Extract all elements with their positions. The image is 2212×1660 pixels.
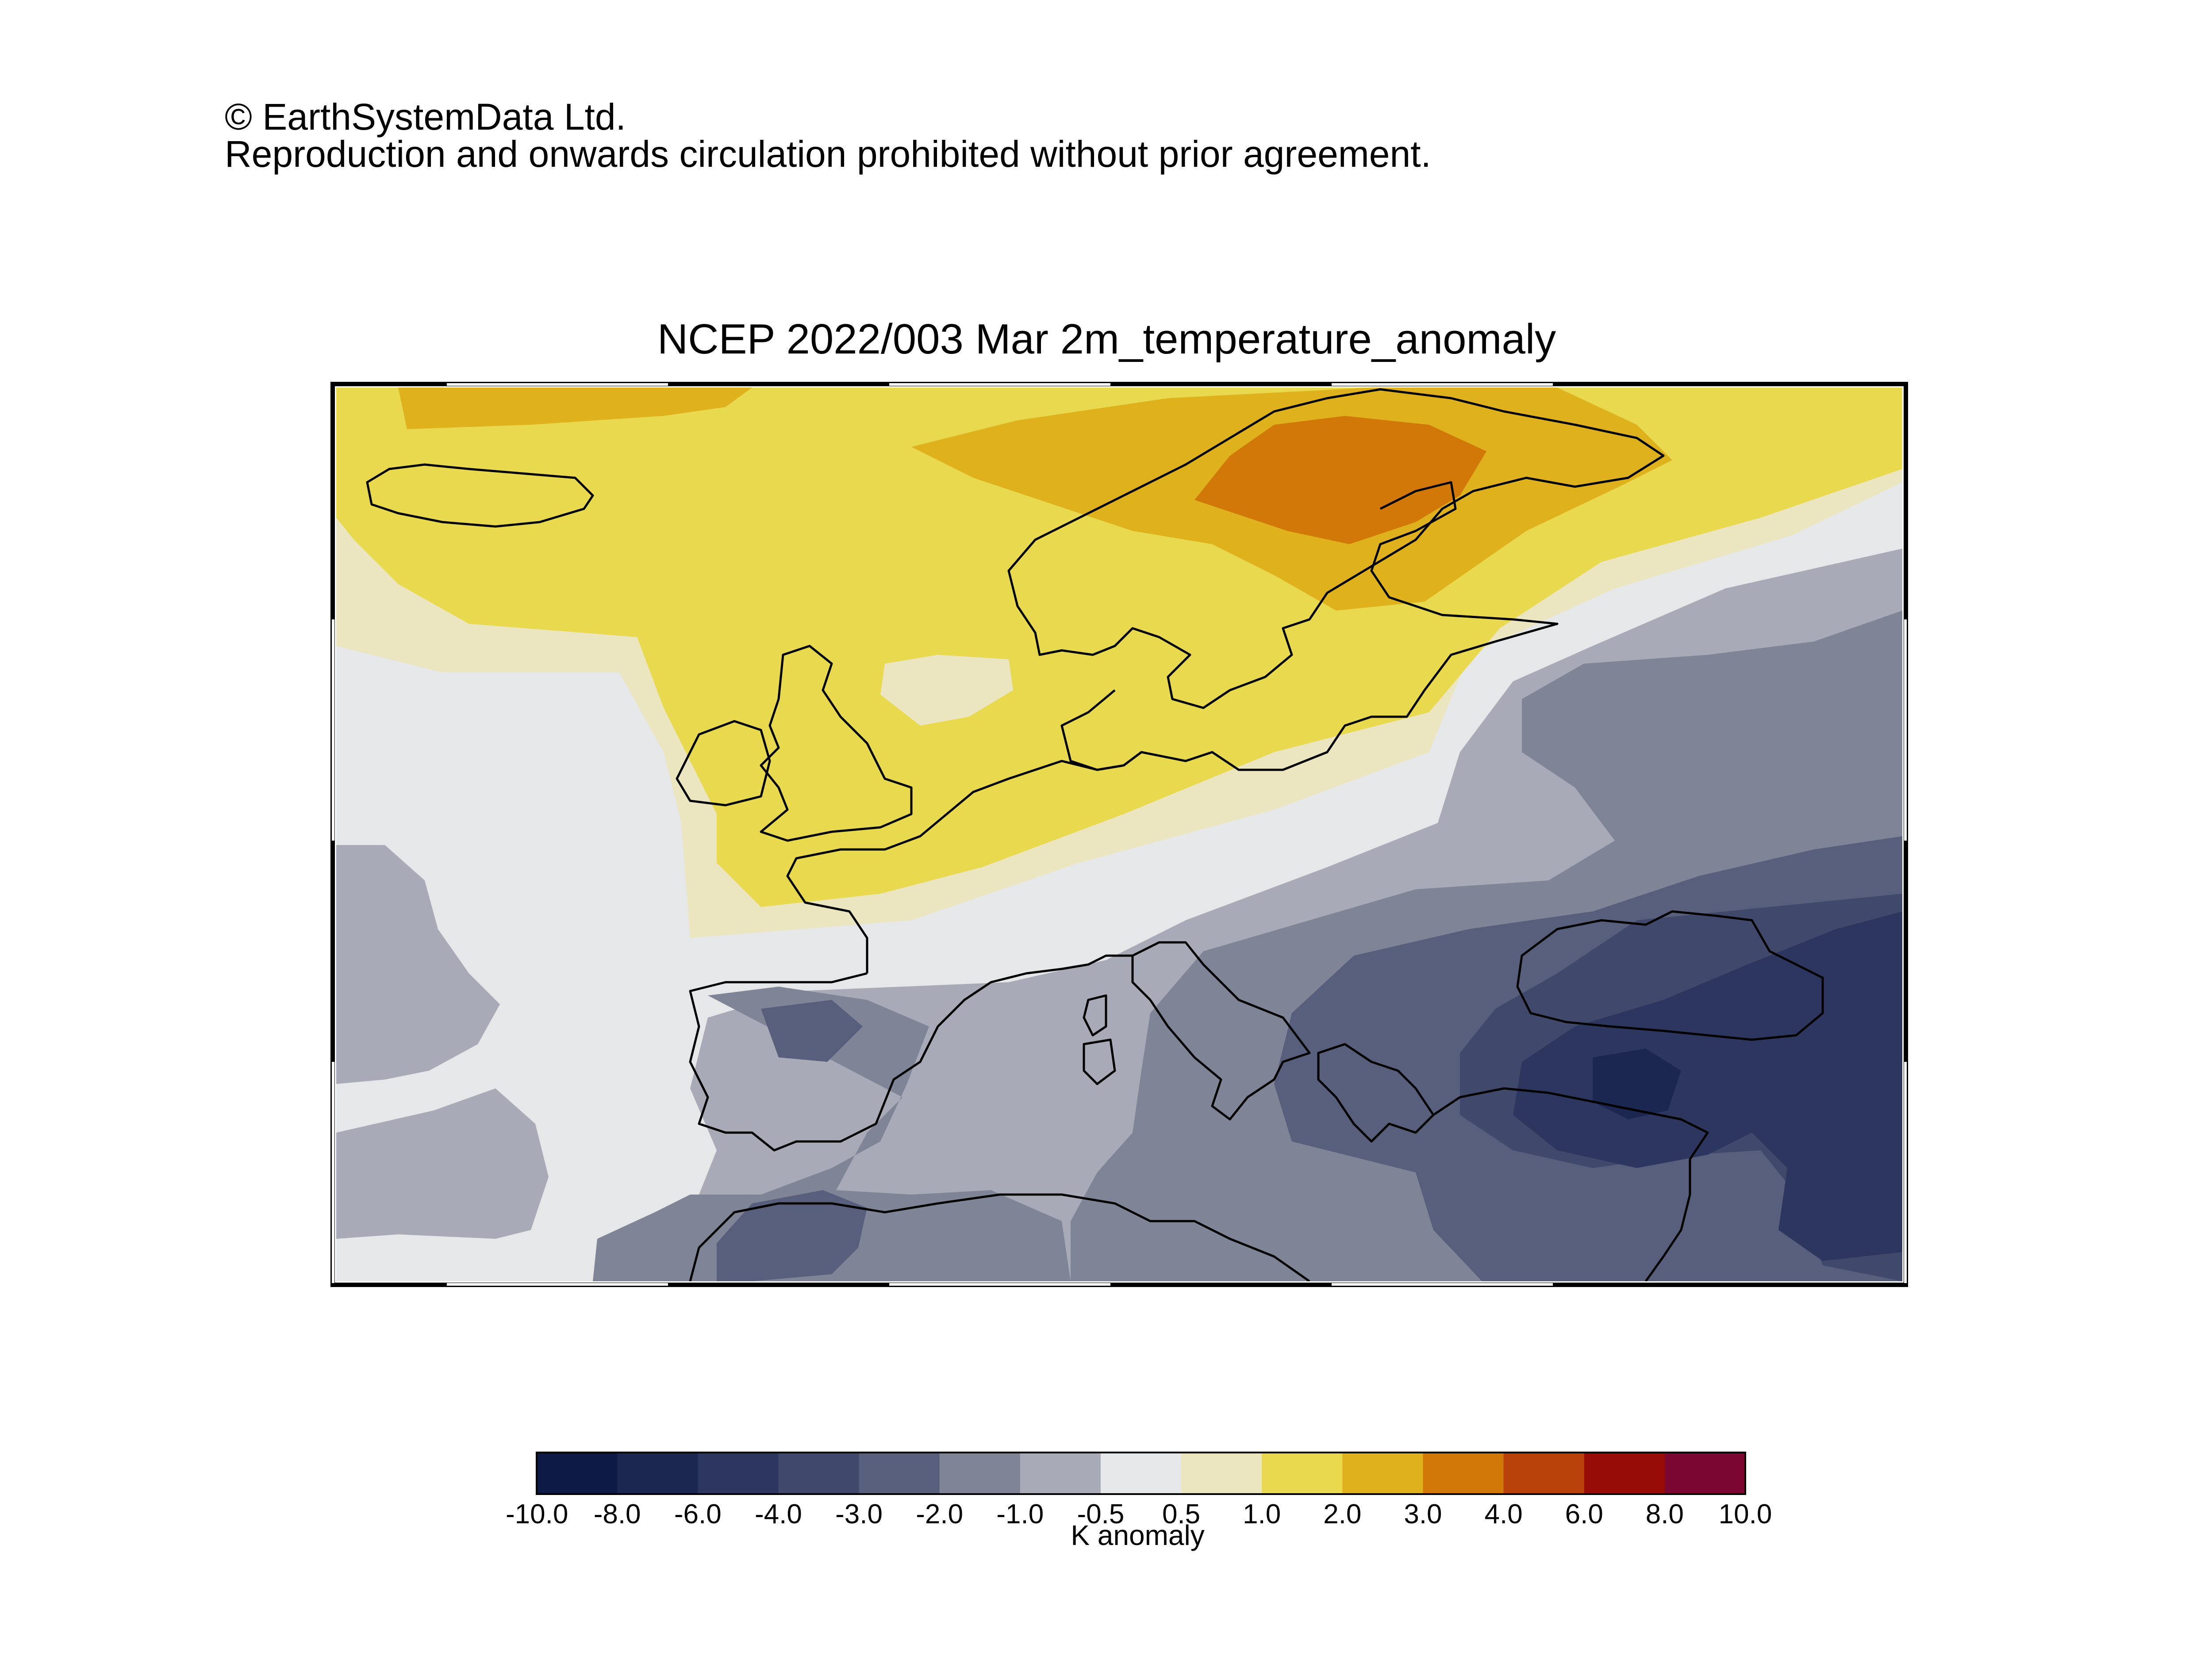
colorbar-frame <box>536 1452 1746 1495</box>
colorbar-swatch <box>778 1452 860 1494</box>
anomaly-band-0.5-1 <box>880 655 1013 726</box>
anomaly-field <box>336 388 1902 1281</box>
colorbar-swatch <box>1100 1452 1182 1494</box>
coastline-italy <box>1131 941 1311 1121</box>
colorbar-tick-label: 2.0 <box>1323 1499 1362 1529</box>
colorbar-tick-label: 3.0 <box>1404 1499 1442 1529</box>
colorbar-tick-label: -3.0 <box>835 1499 883 1529</box>
coastline-balkans-greece <box>1317 1043 1435 1143</box>
anomaly-band-minus6 <box>1513 911 1902 1261</box>
anomaly-band-3-4 <box>1194 416 1486 544</box>
colorbar-tick-label: -0.5 <box>1077 1499 1125 1529</box>
map-frame-graduation <box>332 383 1907 1286</box>
frame-tick <box>447 1283 668 1286</box>
colorbar-tick-label: -8.0 <box>593 1499 641 1529</box>
colorbar-tick-label: 1.0 <box>1243 1499 1281 1529</box>
colorbar-swatch <box>617 1452 698 1494</box>
frame-tick <box>889 1283 1110 1286</box>
colorbar-swatch <box>1664 1452 1746 1494</box>
colorbar-tick-label: -2.0 <box>916 1499 964 1529</box>
colorbar-swatch <box>1020 1452 1101 1494</box>
colorbar-tick-label: 8.0 <box>1645 1499 1684 1529</box>
frame-tick <box>1332 383 1553 386</box>
frame-tick <box>332 1062 334 1283</box>
colorbar-tick-label: -10.0 <box>506 1499 568 1529</box>
anomaly-band-minus3 <box>761 1000 863 1062</box>
frame-tick <box>1904 619 1907 841</box>
anomaly-band-2-3 <box>398 388 752 429</box>
coastline-great-britain <box>760 645 913 842</box>
colorbar-tick-label: -1.0 <box>996 1499 1044 1529</box>
colorbar-swatch <box>1503 1452 1585 1494</box>
anomaly-band-minus1 <box>336 1088 549 1239</box>
colorbar-swatch <box>1423 1452 1504 1494</box>
colorbar-tick-label: 6.0 <box>1565 1499 1603 1529</box>
frame-tick <box>1904 1062 1907 1283</box>
colorbar <box>536 1452 1746 1495</box>
anomaly-band-minus8 <box>1593 1049 1681 1119</box>
colorbar-swatch <box>698 1452 779 1494</box>
frame-tick <box>1332 1283 1553 1286</box>
frame-tick <box>889 383 1110 386</box>
coastline-iceland <box>366 463 594 528</box>
anomaly-band-minus2 <box>593 987 1071 1281</box>
copyright-line-1: © EarthSystemData Ltd. <box>225 96 626 138</box>
coastlines <box>366 388 1824 1281</box>
colorbar-swatch <box>939 1452 1021 1494</box>
coastline-north-africa <box>689 1193 1310 1281</box>
colorbar-swatch <box>1342 1452 1423 1494</box>
colorbar-swatch <box>1584 1452 1665 1494</box>
colorbar-swatch <box>537 1452 618 1494</box>
anomaly-band-minus1 <box>336 845 500 1084</box>
coastline-ireland <box>676 720 771 807</box>
colorbar-tick-label: -4.0 <box>754 1499 802 1529</box>
coastline-iberia <box>689 954 1133 1152</box>
coastline-corsica-sardinia <box>1083 994 1116 1085</box>
colorbar-tick-label: 0.5 <box>1162 1499 1201 1529</box>
colorbar-swatch <box>859 1452 940 1494</box>
frame-tick <box>447 383 668 386</box>
coastline-continental-europe <box>786 751 1142 973</box>
colorbar-swatch <box>1181 1452 1262 1494</box>
map-title: NCEP 2022/003 Mar 2m_temperature_anomaly <box>657 315 1556 363</box>
colorbar-tick-label: -6.0 <box>674 1499 722 1529</box>
colorbar-swatch <box>1262 1452 1343 1494</box>
copyright-notice: © EarthSystemData Ltd. Reproduction and … <box>225 98 1431 173</box>
coastline-scandinavia <box>1007 388 1665 709</box>
coastline-black-sea <box>1516 910 1824 1041</box>
anomaly-band-minus3 <box>717 1190 867 1281</box>
coastline-turkey-levant <box>1432 1087 1709 1281</box>
copyright-line-2: Reproduction and onwards circulation pro… <box>225 133 1431 175</box>
frame-tick <box>332 619 334 841</box>
colorbar-title: K anomaly <box>1071 1519 1205 1551</box>
colorbar-tick-label: 10.0 <box>1718 1499 1772 1529</box>
colorbar-tick-label: 4.0 <box>1484 1499 1523 1529</box>
